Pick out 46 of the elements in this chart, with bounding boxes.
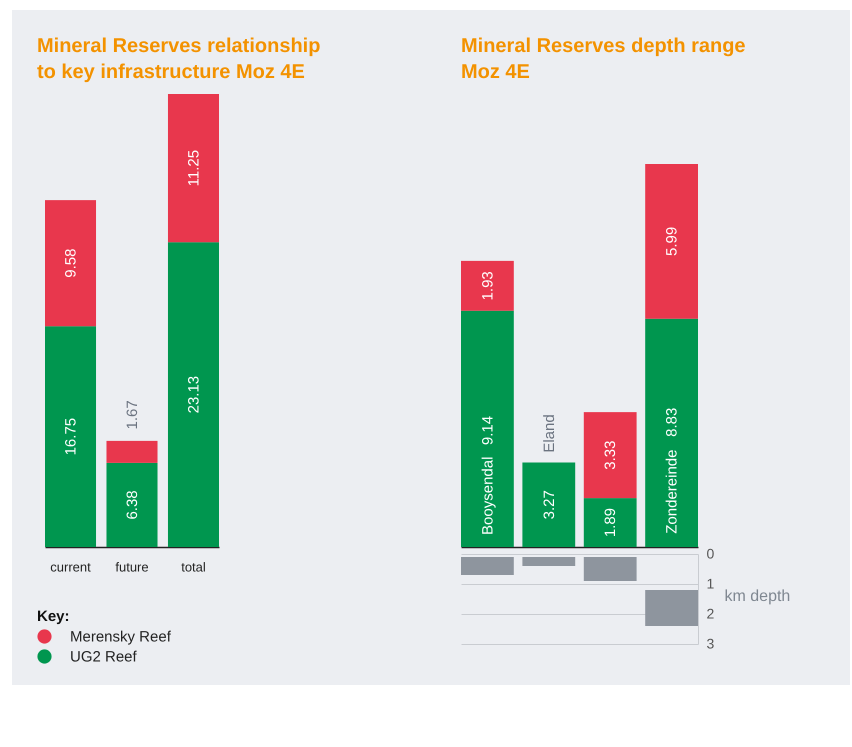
data-label: 1.89 bbox=[602, 508, 620, 538]
data-label: 3.33 bbox=[602, 440, 620, 470]
y-axis-title: km depth bbox=[724, 588, 790, 605]
bar bbox=[106, 440, 158, 463]
bar bbox=[584, 557, 637, 581]
legend-title: Key: bbox=[37, 608, 70, 625]
y-tick-label: 0 bbox=[706, 546, 714, 562]
x-tick-label: future bbox=[115, 560, 149, 574]
y-tick-label: 2 bbox=[706, 606, 714, 622]
data-label: 11.25 bbox=[185, 150, 202, 186]
bar bbox=[645, 590, 698, 626]
data-label: 9.14 bbox=[479, 416, 496, 446]
chart-title: Mineral Reserves depth range Moz 4E bbox=[461, 35, 746, 83]
data-label: 1.93 bbox=[479, 271, 496, 300]
category-label: Eland bbox=[540, 414, 558, 453]
data-label: 8.83 bbox=[664, 408, 681, 437]
bar bbox=[522, 557, 576, 566]
x-tick-label: total bbox=[181, 560, 206, 574]
y-tick-label: 1 bbox=[706, 576, 714, 592]
bar bbox=[461, 310, 514, 547]
bar bbox=[584, 498, 637, 547]
legend-label: Merensky Reef bbox=[70, 628, 172, 646]
x-tick-label: current bbox=[50, 560, 92, 574]
data-label: 1.67 bbox=[124, 400, 141, 430]
legend-label: UG2 Reef bbox=[70, 648, 138, 666]
data-label: 23.13 bbox=[185, 376, 202, 414]
bar bbox=[645, 164, 698, 319]
data-label: 6.38 bbox=[124, 490, 141, 520]
data-label: 3.27 bbox=[540, 490, 558, 520]
bar bbox=[168, 242, 219, 547]
bar bbox=[45, 200, 96, 326]
bar bbox=[461, 557, 514, 575]
data-label: 9.58 bbox=[62, 248, 80, 278]
bar bbox=[461, 260, 514, 311]
data-label: 5.99 bbox=[664, 226, 681, 256]
bar bbox=[45, 326, 96, 547]
bar bbox=[522, 462, 576, 547]
category-label: Zondereinde bbox=[664, 450, 681, 534]
bar bbox=[645, 318, 698, 547]
bar bbox=[106, 462, 158, 547]
bar bbox=[584, 412, 637, 498]
category-label: Booysendal bbox=[479, 456, 496, 535]
bar bbox=[168, 94, 219, 242]
data-label: 16.75 bbox=[62, 418, 80, 456]
chart-title: Mineral Reserves relationship to key infrastructure Moz 4E bbox=[37, 35, 320, 83]
y-tick-label: 3 bbox=[706, 636, 714, 652]
